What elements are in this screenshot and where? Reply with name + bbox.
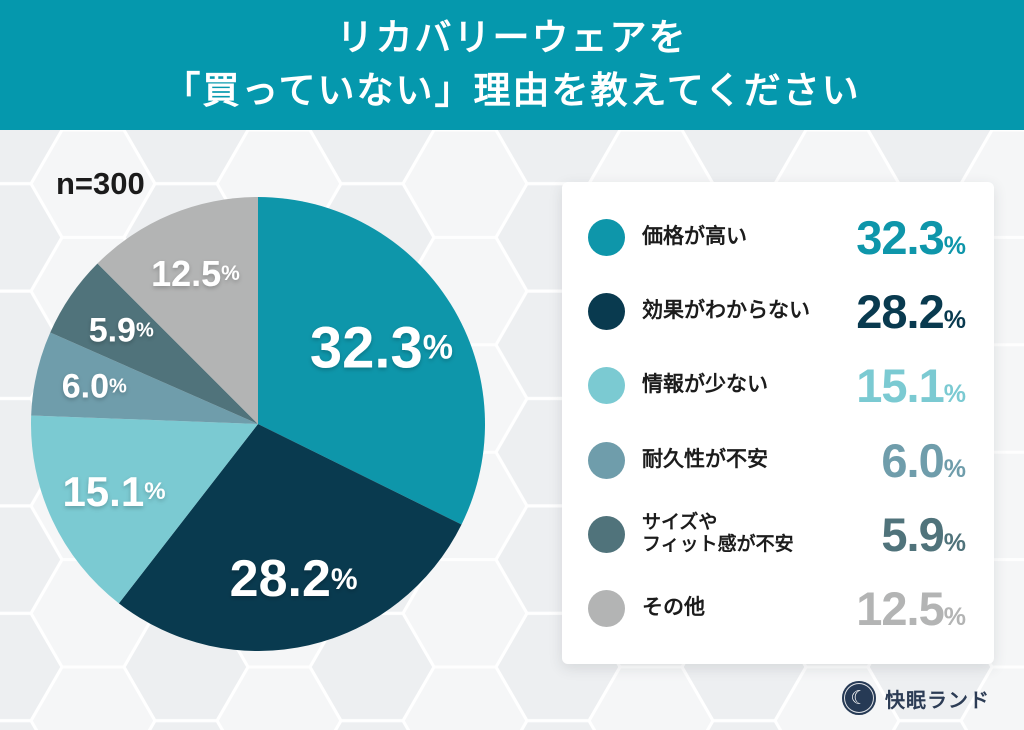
pie-slice-value-label: 15.1% [62,468,165,515]
legend-item-value: 28.2% [856,284,966,338]
legend-color-dot [588,218,625,256]
page-title-line2: 「買っていない」理由を教えてください [163,70,861,111]
legend-color-dot [588,292,625,330]
pie-slice-value-label: 28.2% [230,550,358,608]
brand-name: 快眠ランド [885,689,990,712]
sample-size-label: n=300 [56,166,145,201]
legend-color-dot [588,590,625,628]
pie-slice-value-label: 12.5% [151,253,240,294]
pie-slice-value-label: 32.3% [310,315,453,380]
legend-item-value: 5.9% [881,507,966,561]
legend-panel: 価格が高い 32.3% 効果がわからない 28.2% 情報が少な [562,182,994,664]
legend-item-label: その他 [642,596,705,620]
page-title-line1: リカバリーウェアを [336,17,688,59]
legend-item-value: 32.3% [856,210,966,264]
legend-row: 耐久性が不安 6.0% [588,433,966,488]
pie-chart: 32.3% 28.2% 15.1% 6.0% 5.9% 12.5% [30,197,485,651]
legend-row: 効果がわからない 28.2% [588,284,966,339]
legend-row: 情報が少ない 15.1% [588,358,966,413]
legend-item-label: サイズや フィット感が不安 [642,512,794,556]
pie-slice [50,263,259,424]
legend-item-label: 耐久性が不安 [642,447,768,471]
legend-item-value: 6.0% [881,433,966,487]
legend-item-label: 情報が少ない [642,373,768,397]
legend-row: サイズや フィット感が不安 5.9% [588,507,966,562]
legend-item-value: 15.1% [856,359,966,413]
pie-slice [30,415,258,604]
legend-item-label: 効果がわからない [642,299,810,323]
legend-color-dot [588,515,625,553]
pie-slice [118,424,462,651]
pie-slice [258,197,485,525]
legend-row: その他 12.5% [588,581,966,636]
pie-slice-value-label: 5.9% [89,311,154,349]
legend-item-label: 価格が高い [642,224,747,248]
legend-item-value: 12.5% [856,582,966,636]
pie-slice [31,332,259,424]
pie-slice [97,197,259,424]
legend-row: 価格が高い 32.3% [588,210,966,265]
chart-area: n=300 32.3% 28.2% 15.1% 6.0% 5.9% 12.5% 価格が高い… [0,130,1024,730]
brand-footer: ☾ 快眠ランド [842,681,990,715]
legend-color-dot [588,441,625,479]
title-banner: リカバリーウェアを 「買っていない」理由を教えてください [0,0,1024,130]
moon-icon: ☾ [842,681,876,715]
legend-color-dot [588,367,625,405]
pie-slice-value-label: 6.0% [62,367,127,405]
